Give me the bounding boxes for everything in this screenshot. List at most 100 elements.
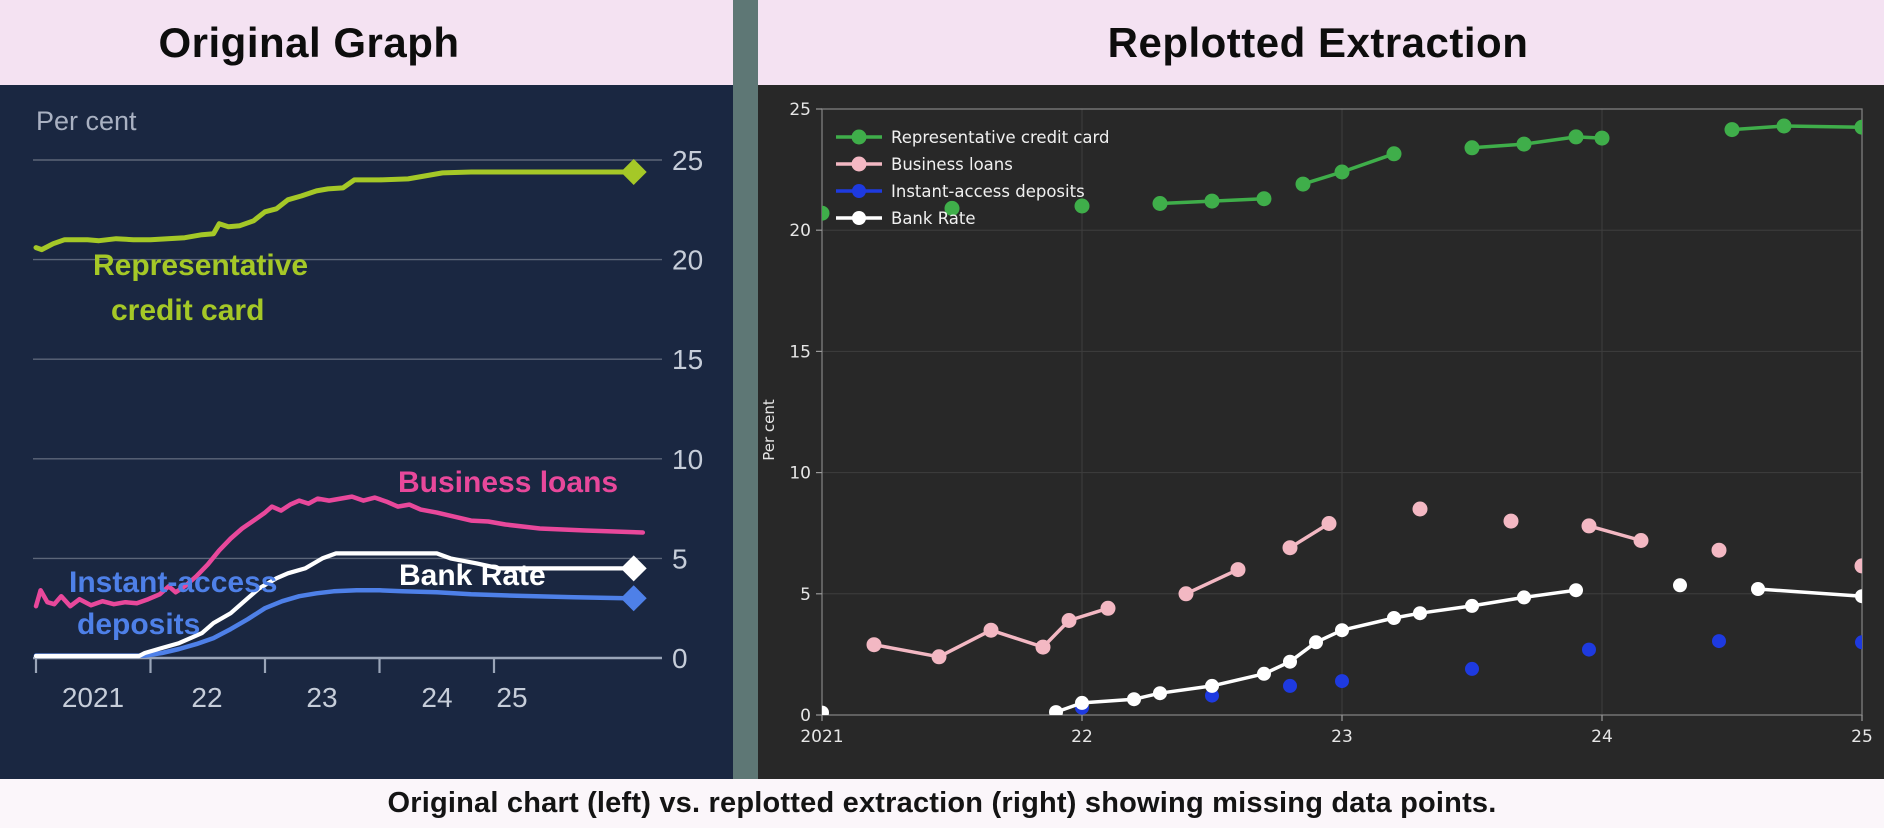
right-x-label: 25: [1851, 727, 1873, 747]
caption-strip: Original chart (left) vs. replotted extr…: [0, 779, 1884, 828]
left-series-bank-rate: [33, 551, 647, 659]
legend-label-representative-credit-card: Representative credit card: [891, 128, 1110, 147]
left-line-instant-access-deposits: [33, 588, 628, 658]
left-line-business-loans: [33, 494, 646, 609]
replotted-extraction-header: Replotted Extraction: [758, 0, 1884, 85]
data-point-instant-access-deposits: [1855, 635, 1862, 650]
left-y-label: 20: [672, 245, 703, 276]
legend-marker-instant-access-deposits: [852, 184, 866, 198]
original-graph-chart: 2021 22 23 24 25 0 5 10 15 20 25 Per cent Representa…: [33, 106, 703, 713]
data-point-instant-access-deposits: [1335, 674, 1349, 689]
legend-marker-business-loans: [851, 156, 867, 172]
right-y-label: 25: [789, 100, 811, 120]
right-segment-business-loans: [1588, 524, 1642, 543]
right-series-business-loans: [866, 501, 1862, 665]
right-segment-business-loans: [1185, 568, 1239, 596]
diamond-marker-representative-credit-card: [620, 158, 647, 185]
right-series-bank-rate: [822, 578, 1862, 715]
right-y-label: 5: [800, 585, 811, 605]
data-point-bank-rate: [1387, 611, 1401, 625]
left-series-label-representative-credit-card: Representative: [93, 249, 308, 282]
right-segment-representative-credit-card: [1731, 124, 1862, 132]
data-point-representative-credit-card: [1594, 130, 1610, 146]
data-point-business-loans: [1282, 540, 1298, 556]
left-y-label: 15: [672, 344, 703, 375]
original-graph-title: Original Graph: [158, 18, 460, 66]
data-point-business-loans: [1711, 542, 1727, 558]
data-point-representative-credit-card: [1386, 146, 1402, 162]
data-point-bank-rate: [1465, 598, 1479, 613]
left-series-label-business-loans: Business loans: [398, 466, 618, 499]
data-point-bank-rate: [1413, 606, 1427, 621]
right-x-label: 22: [1071, 727, 1093, 747]
diamond-marker-instant-access-deposits: [620, 585, 647, 612]
left-line-bank-rate: [33, 551, 628, 659]
left-x-label: 22: [191, 682, 222, 713]
data-point-bank-rate: [1751, 582, 1765, 596]
data-point-representative-credit-card: [1152, 196, 1168, 211]
caption: Original chart (left) vs. replotted extr…: [387, 787, 1497, 819]
left-x-label: 23: [306, 682, 337, 713]
data-point-business-loans: [1230, 562, 1246, 578]
data-point-bank-rate: [1569, 583, 1583, 598]
data-point-representative-credit-card: [1464, 140, 1480, 156]
left-series-label-instant-access-deposits: Instant-access: [69, 566, 277, 599]
right-segment-business-loans: [1289, 522, 1330, 550]
replotted-extraction-chart: 2021 22 23 24 25 0 5 10 15 20 25 Per cent Representa…: [760, 100, 1873, 747]
data-point-business-loans: [1100, 600, 1116, 616]
replotted-extraction-panel: Replotted Extraction 2021 22 23 24 25 0 5 10 15 2…: [758, 0, 1884, 779]
replotted-extraction-chart-area: 2021 22 23 24 25 0 5 10 15 20 25 Per cent Representa…: [758, 85, 1884, 784]
data-point-instant-access-deposits: [1712, 634, 1726, 649]
data-point-bank-rate: [1205, 678, 1219, 693]
data-point-business-loans: [1321, 516, 1337, 531]
data-point-business-loans: [1178, 586, 1194, 602]
data-point-business-loans: [931, 649, 947, 665]
data-point-representative-credit-card: [1568, 129, 1584, 145]
data-point-bank-rate: [1075, 695, 1089, 710]
data-point-bank-rate: [1153, 686, 1167, 701]
data-point-business-loans: [1633, 533, 1649, 548]
right-y-label: 15: [789, 342, 811, 362]
right-segment-bank-rate: [1757, 587, 1862, 598]
right-y-label: 20: [789, 221, 811, 241]
left-series-instant-access-deposits: [33, 585, 647, 658]
data-point-instant-access-deposits: [1465, 661, 1479, 676]
data-point-business-loans: [1412, 501, 1428, 517]
original-graph-panel: Original Graph 2021 22 23 24 25 0 5 10 15 20 25 Per…: [0, 0, 733, 779]
data-point-bank-rate: [1335, 623, 1349, 638]
data-point-bank-rate: [1673, 578, 1687, 593]
data-point-representative-credit-card: [1854, 119, 1862, 135]
legend-label-instant-access-deposits: Instant-access deposits: [891, 182, 1085, 201]
left-unit-label: Per cent: [36, 106, 137, 136]
left-y-label: 0: [672, 643, 688, 674]
legend-label-business-loans: Business loans: [891, 155, 1013, 174]
data-point-business-loans: [1061, 613, 1077, 628]
left-y-label: 10: [672, 444, 703, 475]
right-segment-representative-credit-card: [1471, 135, 1603, 150]
original-graph-header: Original Graph: [0, 0, 733, 85]
legend-label-bank-rate: Bank Rate: [891, 209, 976, 228]
left-series-label-representative-credit-card: credit card: [111, 294, 264, 327]
data-point-business-loans: [866, 637, 882, 653]
right-ylabel: Per cent: [760, 399, 778, 461]
data-point-representative-credit-card: [944, 200, 960, 216]
data-point-business-loans: [1035, 639, 1051, 655]
data-point-representative-credit-card: [1776, 118, 1792, 134]
left-line-representative-credit-card: [33, 169, 629, 253]
legend-marker-bank-rate: [852, 211, 866, 225]
data-point-instant-access-deposits: [1582, 642, 1596, 657]
legend-marker-representative-credit-card: [851, 129, 867, 145]
right-x-label: 24: [1591, 727, 1613, 747]
data-point-representative-credit-card: [822, 205, 830, 221]
left-x-label: 24: [421, 682, 452, 713]
data-point-bank-rate: [822, 705, 829, 715]
data-point-business-loans: [1581, 518, 1597, 534]
left-y-label: 25: [672, 145, 703, 176]
right-y-label: 10: [789, 464, 811, 484]
left-y-label: 5: [672, 543, 688, 574]
data-point-bank-rate: [1257, 666, 1271, 681]
data-point-representative-credit-card: [1074, 198, 1090, 214]
panel-divider: [733, 0, 758, 779]
right-series-instant-access-deposits: [1075, 634, 1862, 715]
